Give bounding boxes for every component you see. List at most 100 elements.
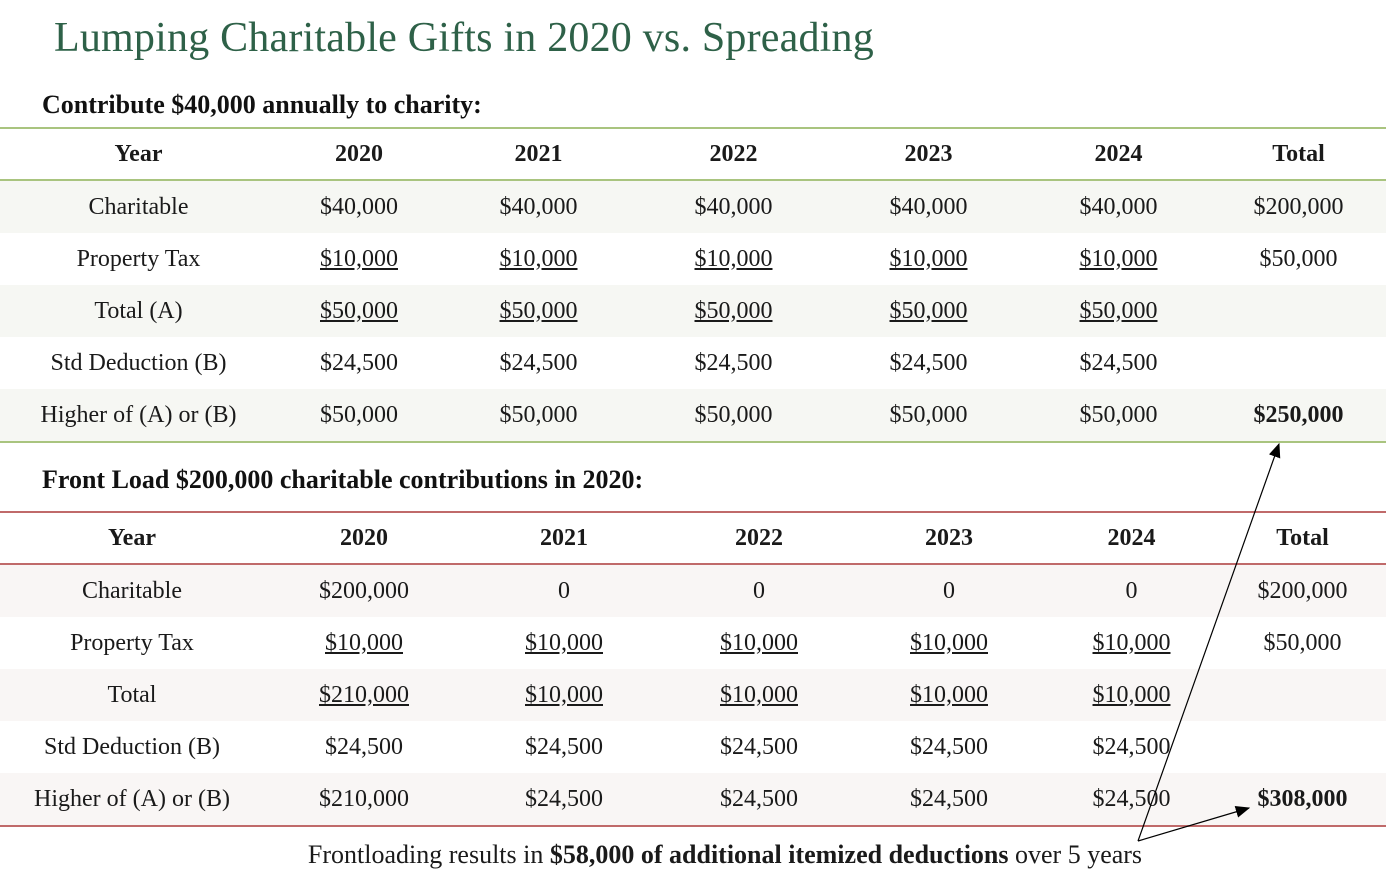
header-2021: 2021 bbox=[540, 524, 588, 551]
page-title: Lumping Charitable Gifts in 2020 vs. Spr… bbox=[54, 15, 874, 61]
grand-total-cell: $308,000 bbox=[1257, 785, 1348, 812]
table-cell: $50,000 bbox=[1079, 297, 1158, 324]
header-2024: 2024 bbox=[1094, 140, 1143, 167]
table-cell: $50,000 bbox=[889, 401, 968, 428]
table-cell: 0 bbox=[943, 577, 955, 604]
table-cell: $24,500 bbox=[889, 349, 968, 376]
header-2020: 2020 bbox=[340, 524, 388, 551]
header-2023: 2023 bbox=[904, 140, 953, 167]
table-row: Charitable $200,000 0 0 0 0 $200,000 bbox=[0, 564, 1386, 617]
table-cell: $50,000 bbox=[694, 297, 773, 324]
table-cell: 0 bbox=[1125, 577, 1138, 604]
table-cell: $24,500 bbox=[1079, 349, 1158, 376]
table-cell: $10,000 bbox=[499, 245, 578, 272]
footnote-prefix: Frontloading results in bbox=[307, 840, 550, 869]
header-2023: 2023 bbox=[925, 524, 973, 551]
table-cell: $10,000 bbox=[1079, 245, 1158, 272]
section2-heading: Front Load $200,000 charitable contribut… bbox=[42, 465, 644, 494]
header-total: Total bbox=[1272, 140, 1325, 167]
table-cell: $50,000 bbox=[694, 401, 773, 428]
table-row: Property Tax $10,000 $10,000 $10,000 $10… bbox=[0, 233, 1386, 285]
table-cell: $40,000 bbox=[499, 193, 578, 220]
table-cell: $40,000 bbox=[1079, 193, 1158, 220]
footnote: Frontloading results in $58,000 of addit… bbox=[0, 840, 1397, 870]
table-cell: $24,500 bbox=[1092, 733, 1171, 760]
header-year: Year bbox=[114, 140, 163, 167]
row-label: Std Deduction (B) bbox=[50, 349, 227, 376]
table-cell: $40,000 bbox=[320, 193, 398, 220]
table-row: Property Tax $10,000 $10,000 $10,000 $10… bbox=[0, 617, 1386, 669]
annual-contribution-table: Year 2020 2021 2022 2023 2024 Total Char… bbox=[0, 127, 1386, 443]
table-row: Std Deduction (B) $24,500 $24,500 $24,50… bbox=[0, 337, 1386, 389]
total-cell bbox=[1219, 669, 1386, 721]
header-2022: 2022 bbox=[709, 140, 758, 167]
table-cell: $50,000 bbox=[889, 297, 968, 324]
table-cell: $10,000 bbox=[1092, 681, 1171, 708]
table-row: Total (A) $50,000 $50,000 $50,000 $50,00… bbox=[0, 285, 1386, 337]
row-label: Std Deduction (B) bbox=[44, 733, 220, 760]
table-header-row: Year 2020 2021 2022 2023 2024 Total bbox=[0, 128, 1386, 180]
table-row: Higher of (A) or (B) $50,000 $50,000 $50… bbox=[0, 389, 1386, 442]
total-cell: $50,000 bbox=[1263, 629, 1342, 656]
table-cell: $50,000 bbox=[499, 297, 578, 324]
grand-total-cell: $250,000 bbox=[1253, 401, 1344, 428]
table-row: Std Deduction (B) $24,500 $24,500 $24,50… bbox=[0, 721, 1386, 773]
total-cell bbox=[1211, 285, 1386, 337]
table-cell: $10,000 bbox=[910, 629, 988, 656]
row-label: Property Tax bbox=[76, 245, 201, 272]
total-cell: $50,000 bbox=[1259, 245, 1338, 272]
row-label: Charitable bbox=[82, 577, 182, 604]
table-cell: $50,000 bbox=[320, 401, 398, 428]
table-cell: $50,000 bbox=[1079, 401, 1158, 428]
row-label: Higher of (A) or (B) bbox=[34, 785, 230, 812]
table-cell: $24,500 bbox=[694, 349, 773, 376]
row-label: Higher of (A) or (B) bbox=[40, 401, 237, 428]
table-cell: $24,500 bbox=[1092, 785, 1171, 812]
table-cell: $24,500 bbox=[720, 733, 798, 760]
table-cell: $10,000 bbox=[525, 629, 603, 656]
total-cell bbox=[1219, 721, 1386, 773]
total-cell: $200,000 bbox=[1253, 193, 1344, 220]
table-cell: $40,000 bbox=[889, 193, 968, 220]
table-cell: $24,500 bbox=[525, 785, 603, 812]
table-cell: $10,000 bbox=[720, 681, 798, 708]
total-cell: $200,000 bbox=[1257, 577, 1348, 604]
header-2020: 2020 bbox=[335, 140, 383, 167]
table-cell: $40,000 bbox=[694, 193, 773, 220]
table-cell: $210,000 bbox=[319, 681, 409, 708]
table-cell: $50,000 bbox=[320, 297, 398, 324]
table-cell: $10,000 bbox=[694, 245, 773, 272]
table-cell: $24,500 bbox=[720, 785, 798, 812]
row-label: Property Tax bbox=[70, 629, 194, 656]
table-cell: $24,500 bbox=[910, 785, 988, 812]
header-2021: 2021 bbox=[514, 140, 563, 167]
row-label: Total (A) bbox=[94, 297, 183, 324]
header-year: Year bbox=[108, 524, 156, 551]
footnote-emphasis: $58,000 of additional itemized deduction… bbox=[549, 840, 1009, 869]
frontload-contribution-table: Year 2020 2021 2022 2023 2024 Total Char… bbox=[0, 511, 1386, 827]
table-cell: $10,000 bbox=[889, 245, 968, 272]
table-cell: $24,500 bbox=[525, 733, 603, 760]
table-cell: $10,000 bbox=[525, 681, 603, 708]
table-cell: $10,000 bbox=[910, 681, 988, 708]
table-cell: $24,500 bbox=[320, 349, 398, 376]
table-cell: $50,000 bbox=[499, 401, 578, 428]
table-row: Higher of (A) or (B) $210,000 $24,500 $2… bbox=[0, 773, 1386, 826]
row-label: Charitable bbox=[88, 193, 189, 220]
table-row: Charitable $40,000 $40,000 $40,000 $40,0… bbox=[0, 180, 1386, 233]
header-2024: 2024 bbox=[1107, 524, 1156, 551]
footnote-suffix: over 5 years bbox=[1008, 840, 1143, 869]
table-row: Total $210,000 $10,000 $10,000 $10,000 $… bbox=[0, 669, 1386, 721]
table-cell: $210,000 bbox=[319, 785, 409, 812]
table-cell: $24,500 bbox=[325, 733, 403, 760]
table-header-row: Year 2020 2021 2022 2023 2024 Total bbox=[0, 512, 1386, 564]
table-cell: $10,000 bbox=[1092, 629, 1171, 656]
table-cell: $200,000 bbox=[319, 577, 409, 604]
header-total: Total bbox=[1276, 524, 1329, 551]
table-cell: $24,500 bbox=[910, 733, 988, 760]
total-cell bbox=[1211, 337, 1386, 389]
table-cell: $10,000 bbox=[320, 245, 398, 272]
table-cell: 0 bbox=[753, 577, 765, 604]
row-label: Total bbox=[107, 681, 157, 708]
section1-heading: Contribute $40,000 annually to charity: bbox=[42, 90, 482, 119]
